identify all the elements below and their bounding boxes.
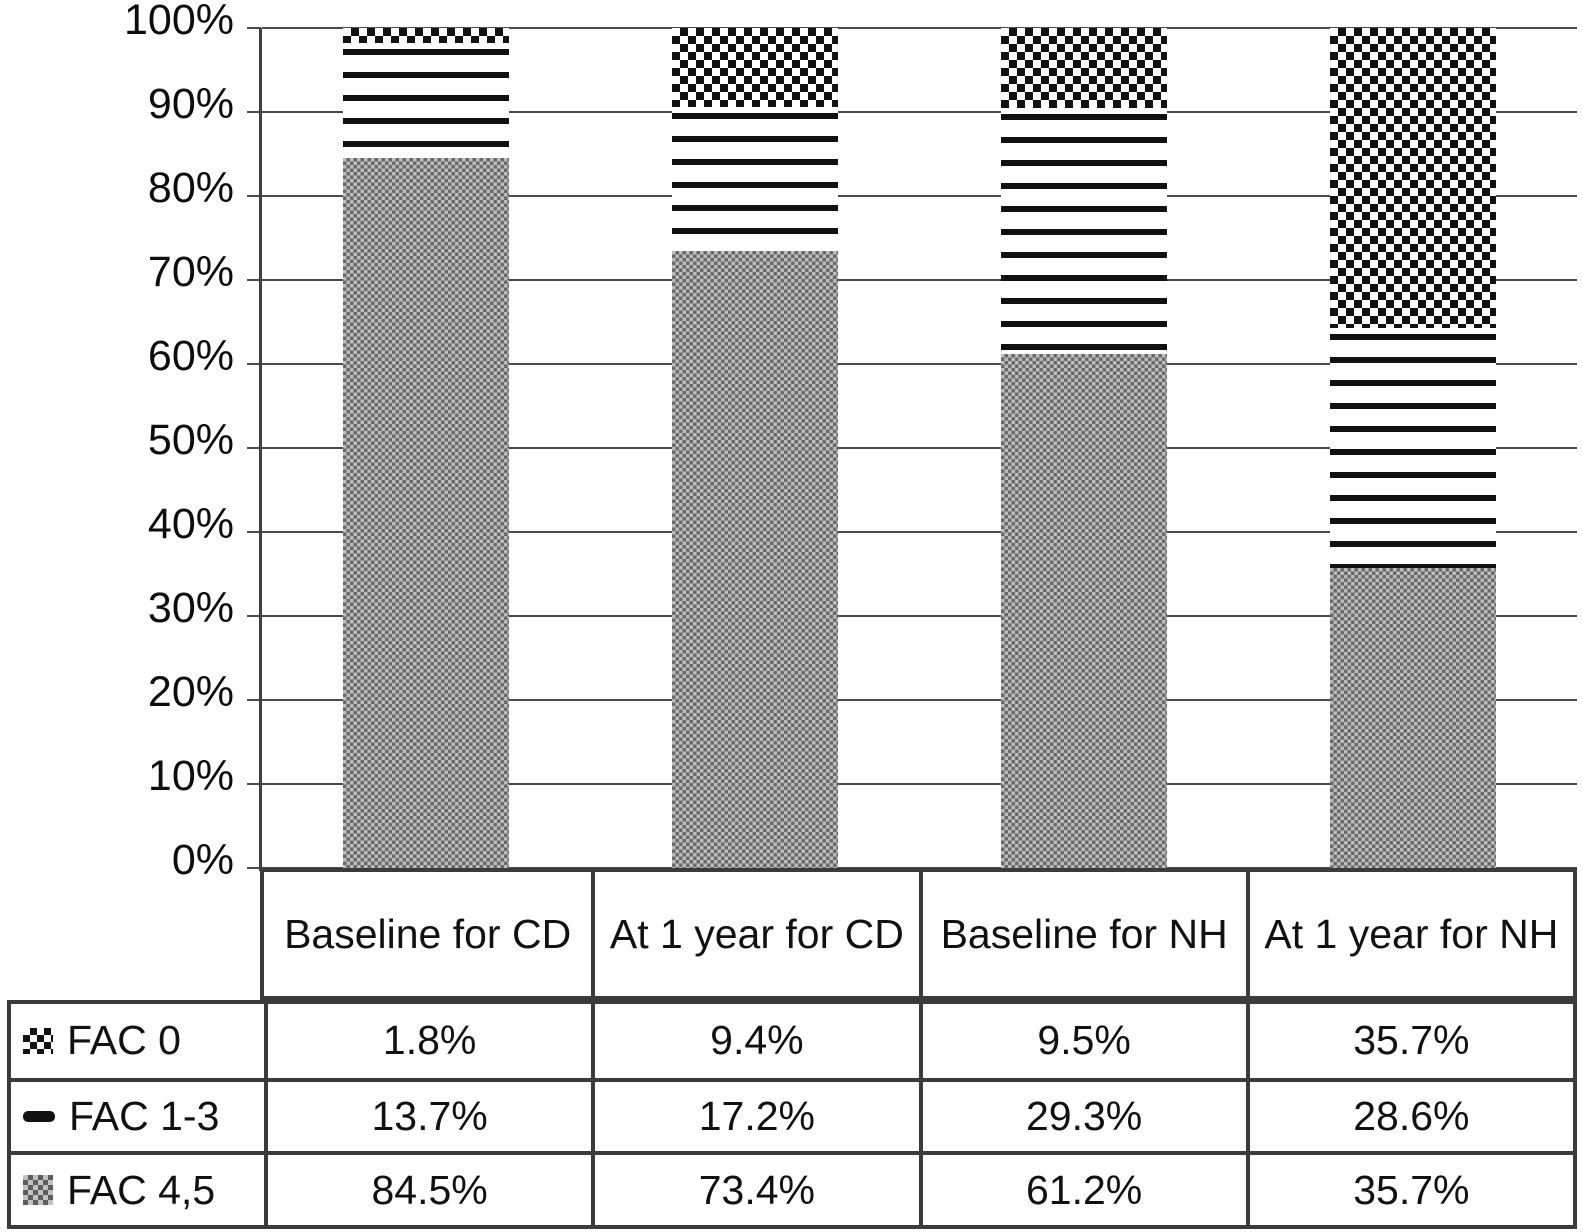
axis-tick — [247, 531, 261, 533]
y-axis-line — [259, 28, 262, 871]
legend-swatch-black-horizontal-lines-icon — [23, 1110, 55, 1122]
gridline — [262, 111, 1577, 113]
bar-segment-fac-1-3 — [343, 43, 510, 159]
table-value-cell: 73.4% — [591, 1151, 919, 1225]
legend-cell: FAC 1-3 — [11, 1077, 264, 1152]
legend-cell: FAC 4,5 — [11, 1151, 264, 1225]
category-label: At 1 year for NH — [1264, 911, 1559, 957]
table-value-cell: 28.6% — [1245, 1077, 1573, 1152]
axis-tick — [247, 615, 261, 617]
axis-tick — [247, 111, 261, 113]
y-tick-label: 100% — [124, 0, 234, 44]
category-label: Baseline for CD — [284, 911, 572, 957]
table-value-cell: 35.7% — [1245, 1151, 1573, 1225]
category-header-cell: At 1 year for NH — [1245, 872, 1573, 996]
table-value-cell: 9.4% — [591, 1004, 919, 1078]
y-axis-tick-labels: 100% 90% 80% 70% 60% 50% 40% 30% 20% 10% 0% — [0, 0, 240, 900]
y-tick-label: 20% — [147, 668, 234, 716]
category-label: At 1 year for CD — [609, 911, 904, 957]
axis-tick — [247, 27, 261, 29]
bar-2 — [672, 28, 839, 868]
category-label: Baseline for NH — [940, 911, 1228, 957]
axis-tick — [247, 447, 261, 449]
gridline — [262, 27, 1577, 29]
legend-swatch-gray-checkerboard-icon — [23, 1175, 53, 1206]
bar-segment-fac-4-5 — [343, 158, 510, 868]
bar-segment-fac-1-3 — [1329, 327, 1496, 569]
y-tick-label: 90% — [147, 80, 234, 128]
y-tick-label: 80% — [147, 164, 234, 212]
bar-segment-fac-0 — [672, 28, 839, 107]
bar-segment-fac-4-5 — [1000, 353, 1167, 868]
axis-tick — [247, 195, 261, 197]
gridline — [262, 195, 1577, 197]
y-tick-label: 50% — [147, 416, 234, 464]
y-tick-label: 60% — [147, 332, 234, 380]
category-header-cell: Baseline for CD — [264, 872, 592, 996]
bar-3 — [1000, 28, 1167, 868]
category-header-cell: At 1 year for CD — [591, 872, 919, 996]
bar-segment-fac-1-3 — [672, 106, 839, 252]
gridline — [262, 531, 1577, 533]
axis-tick — [247, 783, 261, 785]
y-tick-label: 0% — [171, 836, 234, 884]
table-value-cell: 84.5% — [264, 1151, 592, 1225]
category-header-cell: Baseline for NH — [918, 872, 1246, 996]
bar-4 — [1329, 28, 1496, 868]
axis-tick — [247, 279, 261, 281]
legend-label: FAC 4,5 — [67, 1166, 216, 1213]
bar-segment-fac-4-5 — [1329, 568, 1496, 868]
table-value-cell: 17.2% — [591, 1077, 919, 1152]
gridline — [262, 615, 1577, 617]
y-tick-label: 30% — [147, 584, 234, 632]
bar-segment-fac-0 — [343, 28, 510, 44]
table-value-cell: 1.8% — [264, 1004, 592, 1078]
bar-segment-fac-0 — [1329, 28, 1496, 328]
axis-tick — [247, 363, 261, 365]
gridline — [262, 447, 1577, 449]
axis-tick — [247, 699, 261, 701]
table-value-cell: 61.2% — [918, 1151, 1246, 1225]
gridline — [262, 783, 1577, 785]
table-value-cell: 35.7% — [1245, 1004, 1573, 1078]
plot-area — [247, 27, 1577, 871]
legend-swatch-black-checkerboard-icon — [23, 1027, 53, 1054]
legend-cell: FAC 0 — [11, 1004, 264, 1078]
gridline — [262, 363, 1577, 365]
bar-segment-fac-4-5 — [672, 251, 839, 868]
table-value-cell: 9.5% — [918, 1004, 1246, 1078]
y-tick-label: 10% — [147, 752, 234, 800]
legend-label: FAC 0 — [67, 1017, 181, 1064]
legend-data-table: FAC 0 1.8% 9.4% 9.5% 35.7% FAC 1-3 13.7% 17.2% 2… — [7, 1000, 1577, 1229]
y-tick-label: 40% — [147, 500, 234, 548]
gridline — [262, 699, 1577, 701]
table-value-cell: 29.3% — [918, 1077, 1246, 1152]
gridline — [262, 279, 1577, 281]
category-header-row: Baseline for CD At 1 year for CD Baseline … — [260, 868, 1577, 1000]
table-value-cell: 13.7% — [264, 1077, 592, 1152]
axis-tick — [247, 867, 261, 869]
y-tick-label: 70% — [147, 248, 234, 296]
bar-segment-fac-1-3 — [1000, 107, 1167, 354]
bar-1 — [343, 28, 510, 868]
bar-segment-fac-0 — [1000, 28, 1167, 108]
legend-label: FAC 1-3 — [69, 1092, 220, 1139]
